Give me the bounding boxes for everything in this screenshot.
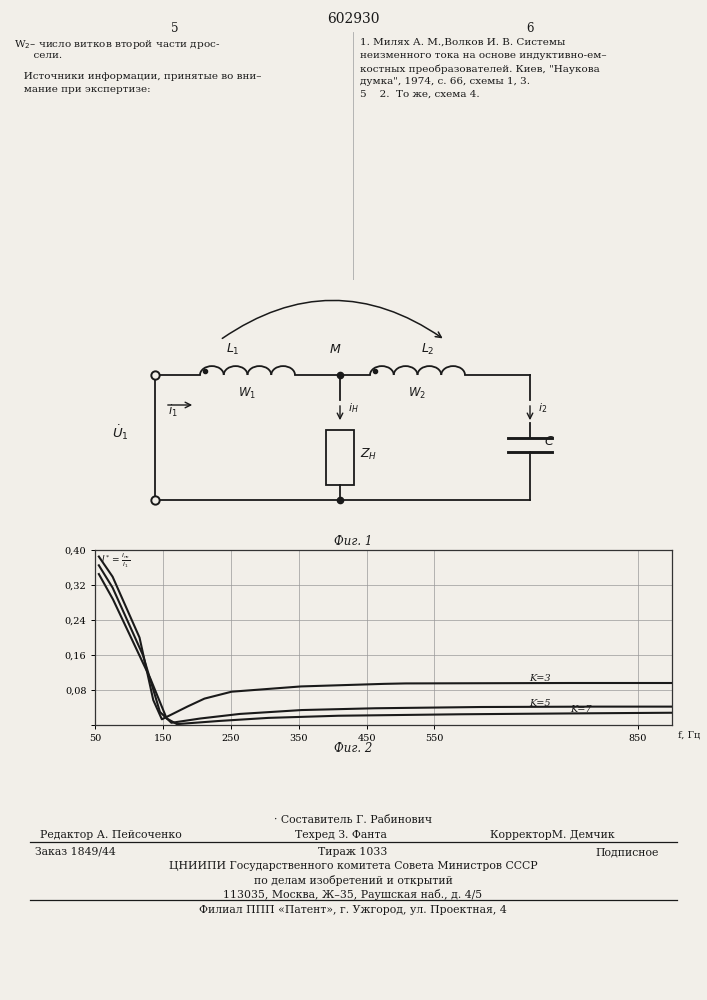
Text: $\dot{U}_1$: $\dot{U}_1$ bbox=[112, 423, 129, 442]
Text: КорректорМ. Демчик: КорректорМ. Демчик bbox=[490, 830, 615, 840]
Text: $Z_H$: $Z_H$ bbox=[360, 446, 378, 462]
Text: думка", 1974, с. 66, схемы 1, 3.: думка", 1974, с. 66, схемы 1, 3. bbox=[360, 77, 530, 86]
Text: Филиал ППП «Патент», г. Ужгород, ул. Проектная, 4: Филиал ППП «Патент», г. Ужгород, ул. Про… bbox=[199, 905, 507, 915]
Text: $L_1$: $L_1$ bbox=[226, 342, 240, 357]
Text: $M$: $M$ bbox=[329, 343, 341, 356]
Text: · Составитель Г. Рабинович: · Составитель Г. Рабинович bbox=[274, 815, 432, 825]
Text: 5: 5 bbox=[171, 22, 179, 35]
Text: 602930: 602930 bbox=[327, 12, 379, 26]
FancyArrowPatch shape bbox=[222, 300, 441, 338]
Text: Фиг. 1: Фиг. 1 bbox=[334, 535, 372, 548]
Text: мание при экспертизе:: мание при экспертизе: bbox=[14, 85, 151, 94]
Text: Источники информации, принятые во вни–: Источники информации, принятые во вни– bbox=[14, 72, 262, 81]
Text: Тираж 1033: Тираж 1033 bbox=[318, 847, 387, 857]
Text: K=5: K=5 bbox=[530, 699, 551, 708]
Text: по делам изобретений и открытий: по делам изобретений и открытий bbox=[254, 875, 452, 886]
Text: $i_2$: $i_2$ bbox=[538, 401, 547, 415]
Text: 6: 6 bbox=[526, 22, 534, 35]
Text: K=7: K=7 bbox=[570, 705, 592, 714]
Text: неизменного тока на основе индуктивно-ем–: неизменного тока на основе индуктивно-ем… bbox=[360, 51, 607, 60]
Text: f, Гц: f, Гц bbox=[679, 730, 701, 739]
Text: $W_2$: $W_2$ bbox=[409, 386, 426, 401]
Text: сели.: сели. bbox=[14, 51, 62, 60]
Text: Редактор А. Пейсоченко: Редактор А. Пейсоченко bbox=[40, 830, 182, 840]
Text: $i_1$: $i_1$ bbox=[168, 403, 177, 419]
Text: 1. Милях А. М.,Волков И. В. Системы: 1. Милях А. М.,Волков И. В. Системы bbox=[360, 38, 566, 47]
Text: $i_H$: $i_H$ bbox=[348, 401, 358, 415]
Text: $W_1$: $W_1$ bbox=[238, 386, 257, 401]
Text: костных преобразователей. Киев, "Наукова: костных преобразователей. Киев, "Наукова bbox=[360, 64, 600, 74]
Text: K=3: K=3 bbox=[530, 674, 551, 683]
Text: $L_2$: $L_2$ bbox=[421, 342, 434, 357]
Text: 5    2.  То же, схема 4.: 5 2. То же, схема 4. bbox=[360, 90, 479, 99]
Text: $C$: $C$ bbox=[544, 435, 555, 448]
Text: W$_2$– число витков второй части дрос-: W$_2$– число витков второй части дрос- bbox=[14, 38, 220, 51]
Text: Фиг. 2: Фиг. 2 bbox=[334, 742, 373, 755]
Text: 113035, Москва, Ж–35, Раушская наб., д. 4/5: 113035, Москва, Ж–35, Раушская наб., д. … bbox=[223, 889, 483, 900]
Text: ЦНИИПИ Государственного комитета Совета Министров СССР: ЦНИИПИ Государственного комитета Совета … bbox=[169, 861, 537, 871]
Text: $I^*= \frac{I_{нк}}{I_1}$: $I^*= \frac{I_{нк}}{I_1}$ bbox=[101, 551, 131, 570]
Text: Заказ 1849/44: Заказ 1849/44 bbox=[35, 847, 116, 857]
Bar bbox=[326, 430, 354, 485]
Text: Подписное: Подписное bbox=[595, 847, 658, 857]
Text: Техред З. Фанта: Техред З. Фанта bbox=[295, 830, 387, 840]
